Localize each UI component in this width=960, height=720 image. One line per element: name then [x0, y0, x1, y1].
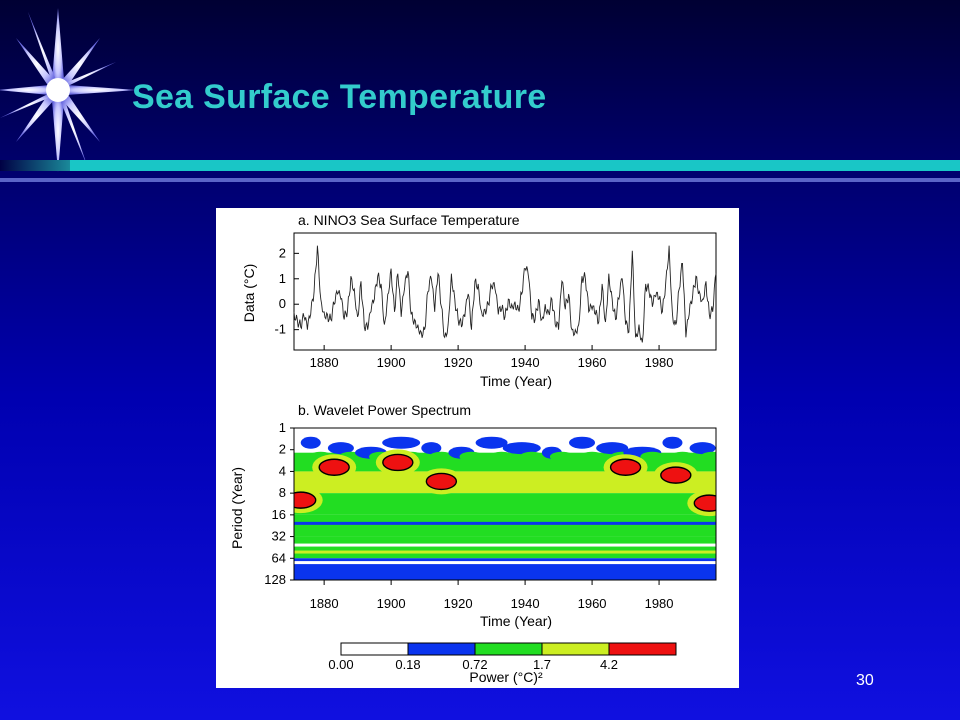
power-blotch-green — [519, 451, 544, 462]
power-band — [294, 536, 716, 559]
title-rule — [70, 160, 960, 171]
power-hotspot — [294, 491, 317, 509]
panel-b-xlabel: Time (Year) — [480, 613, 552, 629]
power-blotch-blue — [502, 442, 541, 455]
power-hotspot — [318, 458, 350, 476]
colorbar-swatch — [407, 642, 476, 656]
colorbar-label: Power (°C)² — [469, 669, 543, 685]
panel-b-ytick-label: 1 — [279, 420, 286, 435]
power-blotch-green — [549, 451, 574, 462]
panel-b-title: b. Wavelet Power Spectrum — [298, 402, 471, 418]
panel-a-xtick-label: 1940 — [511, 355, 540, 370]
colorbar-tick-label: 0.00 — [328, 657, 353, 672]
panel-b-ytick-label: 2 — [279, 442, 286, 457]
panel-a-ytick-label: -1 — [274, 322, 286, 337]
panel-b-xtick-label: 1940 — [511, 596, 540, 611]
power-blotch-blue — [327, 442, 354, 455]
panel-b-xtick-label: 1880 — [310, 596, 339, 611]
power-stripe — [294, 561, 716, 565]
panel-a-plot: 1880 1900 1920 1940 1960 1980 -1 0 1 2 — [274, 232, 717, 370]
panel-a-ytick-label: 1 — [279, 271, 286, 286]
power-band — [294, 471, 716, 494]
power-blotch-blue — [662, 436, 683, 449]
power-hotspot — [609, 458, 642, 476]
figure-svg: a. NINO3 Sea Surface Temperature 1880 190… — [229, 212, 717, 685]
panel-a-series-line — [293, 245, 717, 343]
power-blotch-blue — [300, 436, 321, 449]
panel-b-plot: 1880 1900 1920 1940 1960 1980 1 2 4 8 16 32 64 128 — [264, 420, 717, 611]
figure-panel: a. NINO3 Sea Surface Temperature 1880 190… — [216, 208, 739, 688]
colorbar-tick-label: 4.2 — [600, 657, 618, 672]
power-blotch-green — [489, 451, 514, 462]
power-hotspot — [425, 472, 458, 491]
power-stripe — [294, 521, 716, 525]
panel-b-xtick-label: 1920 — [444, 596, 473, 611]
slide-number: 30 — [856, 672, 874, 689]
power-blotch-blue — [596, 442, 629, 455]
power-hotspot — [693, 494, 716, 512]
power-blotch-green — [670, 451, 695, 462]
power-stripe — [294, 543, 716, 547]
power-band — [294, 493, 716, 515]
colorbar-swatch — [474, 642, 543, 656]
panel-a-title: a. NINO3 Sea Surface Temperature — [298, 212, 520, 228]
panel-a-xtick-label: 1900 — [377, 355, 406, 370]
power-hotspot — [660, 466, 692, 484]
power-blotch-green — [640, 451, 665, 462]
colorbar-swatch — [340, 642, 409, 656]
panel-b-ytick-label: 64 — [272, 550, 286, 565]
colorbar-swatch — [608, 642, 677, 656]
panel-b-ytick-label: 128 — [264, 572, 286, 587]
panel-b-frame — [293, 427, 717, 581]
star-burst-icon — [0, 8, 136, 172]
power-blotch-blue — [689, 442, 716, 455]
power-blotch-blue — [475, 436, 508, 449]
power-blotch-green — [580, 451, 605, 462]
panel-a-xtick-label: 1960 — [578, 355, 607, 370]
power-blotch-blue — [569, 436, 596, 449]
power-hotspot — [382, 453, 414, 472]
power-blotch-green — [459, 451, 484, 462]
panel-b-ytick-label: 32 — [272, 529, 286, 544]
panel-a-xtick-label: 1920 — [444, 355, 473, 370]
panel-b-contours — [294, 428, 716, 580]
panel-a-ytick-label: 0 — [279, 296, 286, 311]
power-blotch-green — [429, 451, 454, 462]
panel-a-xlabel: Time (Year) — [480, 373, 552, 389]
power-stripe — [294, 568, 716, 572]
panel-a-xtick-label: 1880 — [310, 355, 339, 370]
panel-a-frame — [293, 232, 717, 351]
panel-b-xtick-label: 1900 — [377, 596, 406, 611]
panel-b-xtick-label: 1980 — [645, 596, 674, 611]
slide-title: Sea Surface Temperature — [132, 78, 547, 116]
colorbar-tick-label: 1.7 — [533, 657, 551, 672]
colorbar-swatch — [541, 642, 610, 656]
power-stripe — [294, 550, 716, 554]
title-rule-thin — [0, 178, 960, 182]
colorbar: 0.00 0.18 0.72 1.7 4.2 — [328, 642, 677, 672]
panel-b-ytick-label: 4 — [279, 463, 286, 478]
panel-a-ylabel: Data (°C) — [241, 264, 257, 323]
colorbar-tick-label: 0.72 — [462, 657, 487, 672]
colorbar-tick-label: 0.18 — [395, 657, 420, 672]
panel-b-xtick-label: 1960 — [578, 596, 607, 611]
power-blotch-green — [700, 451, 716, 462]
power-blotch-blue — [382, 436, 421, 449]
power-band — [294, 514, 716, 537]
panel-a-ytick-label: 2 — [279, 245, 286, 260]
panel-b-ytick-label: 16 — [272, 507, 286, 522]
power-blotch-blue — [421, 442, 442, 455]
panel-a-xtick-label: 1980 — [645, 355, 674, 370]
panel-b-ytick-label: 8 — [279, 485, 286, 500]
title-rule-dark — [0, 160, 70, 171]
panel-b-ylabel: Period (Year) — [229, 467, 245, 549]
